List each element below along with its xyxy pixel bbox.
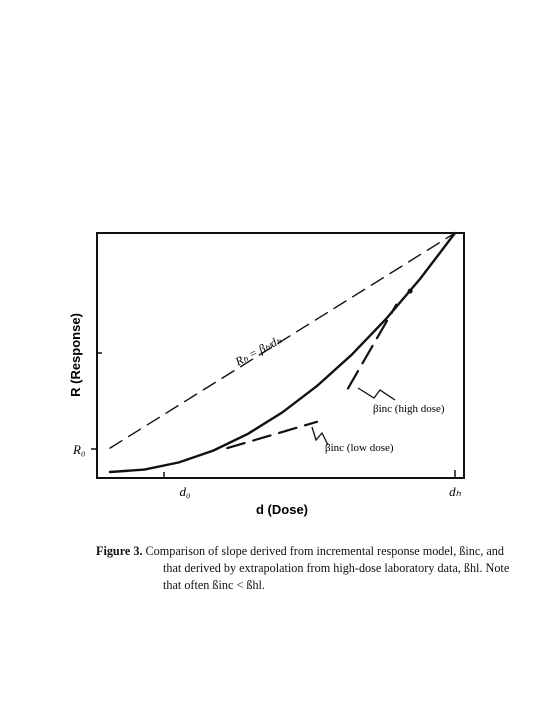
x-axis-label: d (Dose) xyxy=(256,502,308,517)
extrapolation-line xyxy=(109,232,456,449)
figure-caption: Figure 3. Comparison of slope derived fr… xyxy=(96,543,526,594)
response-curve xyxy=(108,231,457,474)
low-dose-pointer xyxy=(311,426,329,446)
tangent-high-dose xyxy=(346,303,398,390)
high-dose-point xyxy=(407,288,413,294)
high-dose-pointer xyxy=(357,387,396,401)
high-dose-label: βinc (high dose) xyxy=(373,403,445,415)
plot-frame xyxy=(96,232,465,479)
caption-line-3: that often ßinc < ßhl. xyxy=(163,578,265,592)
figure-label: Figure 3. xyxy=(96,544,143,558)
y-tick-label-r0: R₀ xyxy=(72,442,85,457)
y-axis-label: R (Response) xyxy=(68,313,83,397)
caption-text-1: Comparison of slope derived from increme… xyxy=(145,544,504,558)
x-tick-label-dh: dₕ xyxy=(449,484,462,499)
chart-marks xyxy=(108,231,457,474)
extrapolation-line-label: Rₕ = βₕₗdₕ xyxy=(232,333,284,369)
tangent-low-dose xyxy=(226,420,319,450)
caption-line-1: Figure 3. Comparison of slope derived fr… xyxy=(96,543,526,560)
caption-line-2: that derived by extrapolation from high-… xyxy=(163,561,510,575)
x-tick-label-d0: d₀ xyxy=(179,484,190,499)
low-dose-label: βinc (low dose) xyxy=(325,442,394,454)
